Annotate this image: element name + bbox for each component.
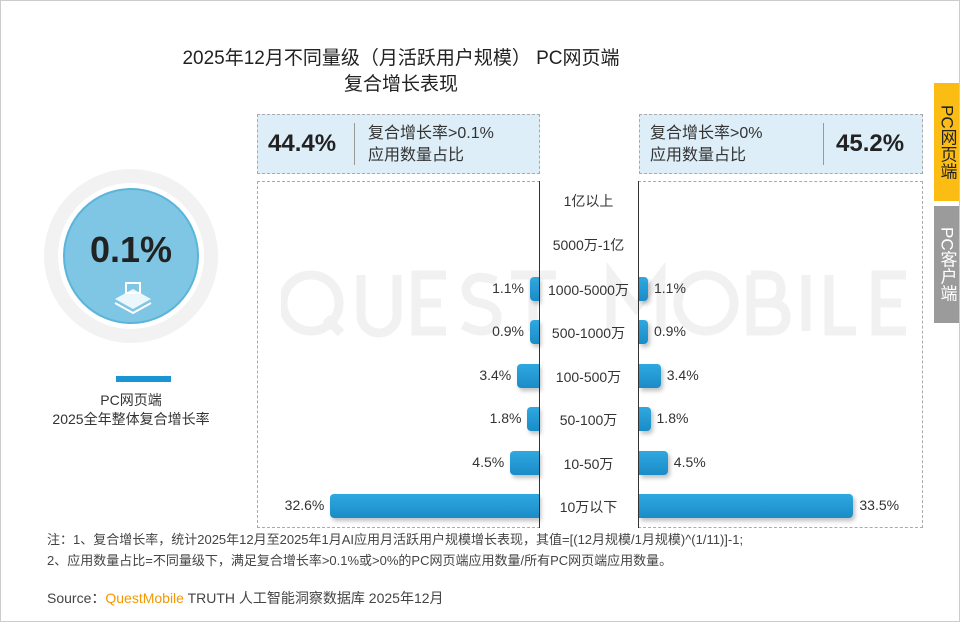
bar-right <box>639 494 854 518</box>
left-panel <box>257 181 540 528</box>
category-label: 5000万-1亿 <box>552 237 625 253</box>
data-label: 1.1% <box>492 280 524 296</box>
source-rest: TRUTH 人工智能洞察数据库 2025年12月 <box>183 590 444 606</box>
category-label: 500-1000万 <box>551 325 626 341</box>
source: Source：QuestMobile TRUTH 人工智能洞察数据库 2025年… <box>47 588 937 608</box>
category-label: 10-50万 <box>563 456 614 472</box>
bar-left <box>530 320 539 344</box>
kpi-right-value: 45.2% <box>836 130 905 157</box>
data-label: 3.4% <box>666 367 699 383</box>
category-label: 50-100万 <box>559 412 618 428</box>
kpi-left-value: 44.4% <box>268 130 337 157</box>
kpi-right-desc1: 复合增长率>0% <box>650 125 763 142</box>
kpi-right: 复合增长率>0% 应用数量占比 45.2% <box>639 114 923 174</box>
chart-subtitle: 复合增长表现 <box>343 74 458 95</box>
bar-right <box>639 407 651 431</box>
data-label: 33.5% <box>859 497 900 513</box>
bar-right <box>639 364 661 388</box>
category-label: 10万以下 <box>559 499 618 515</box>
bar-left <box>517 364 539 388</box>
bar-left <box>527 407 539 431</box>
notes: 注：1、复合增长率，统计2025年12月至2025年1月AI应用月活跃用户规模增… <box>47 529 937 608</box>
divider <box>354 123 355 165</box>
category-label: 1000-5000万 <box>548 282 629 298</box>
kpi-left-desc1: 复合增长率>0.1% <box>368 125 494 142</box>
source-brand: QuestMobile <box>105 590 184 606</box>
data-label: 4.5% <box>472 454 505 470</box>
data-label: 1.1% <box>654 280 686 296</box>
overall-caption: 2025全年整体复合增长率 <box>52 411 210 427</box>
kpi-right-desc2: 应用数量占比 <box>650 147 747 164</box>
left-axis <box>539 181 540 528</box>
data-label: 4.5% <box>673 454 706 470</box>
overall-label: PC网页端 <box>100 392 162 408</box>
source-prefix: Source： <box>47 590 106 606</box>
data-label: 1.8% <box>489 410 522 426</box>
bar-left <box>330 494 539 518</box>
data-label: 0.9% <box>654 323 686 339</box>
bar-right <box>639 320 648 344</box>
bar-left <box>530 277 539 301</box>
divider <box>823 123 824 165</box>
watermark-graphic <box>281 263 906 338</box>
category-label: 100-500万 <box>555 369 622 385</box>
tab-pc-client[interactable]: PC客户端 <box>934 206 959 323</box>
data-label: 0.9% <box>492 323 524 339</box>
bar-right <box>639 451 668 475</box>
kpi-left: 44.4% 复合增长率>0.1% 应用数量占比 <box>257 114 540 174</box>
note-2: 2、应用数量占比=不同量级下，满足复合增长率>0.1%或>0%的PC网页端应用数… <box>47 553 673 568</box>
kpi-left-desc2: 应用数量占比 <box>368 147 465 164</box>
overall-value: 0.1% <box>89 229 173 270</box>
overall-ring <box>44 169 218 343</box>
bar-left <box>510 451 539 475</box>
note-1: 注：1、复合增长率，统计2025年12月至2025年1月AI应用月活跃用户规模增… <box>47 532 744 547</box>
overall-marker <box>116 376 171 382</box>
tab-pc-web[interactable]: PC网页端 <box>934 83 959 201</box>
data-label: 32.6% <box>284 497 325 513</box>
right-panel <box>638 181 923 528</box>
bar-right <box>639 277 648 301</box>
chart-title: 2025年12月不同量级（月活跃用户规模） PC网页端 <box>182 48 620 69</box>
desktop-icon <box>114 282 152 315</box>
category-label: 1亿以上 <box>563 193 614 209</box>
data-label: 3.4% <box>479 367 512 383</box>
data-label: 1.8% <box>656 410 689 426</box>
right-axis <box>638 181 639 528</box>
